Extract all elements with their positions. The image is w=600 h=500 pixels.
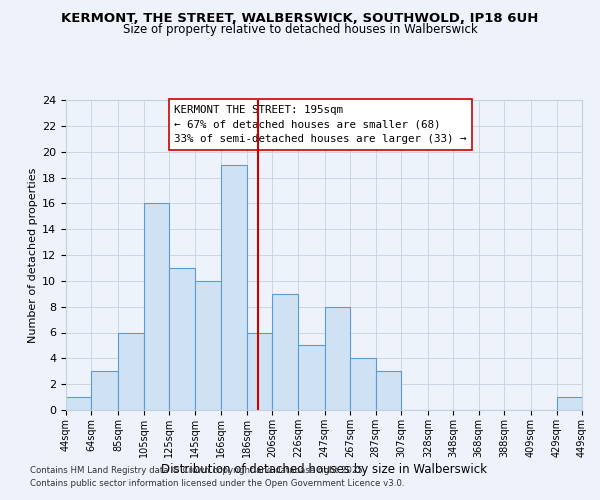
Text: Contains HM Land Registry data © Crown copyright and database right 2025.
Contai: Contains HM Land Registry data © Crown c…	[30, 466, 404, 487]
Bar	[350, 358, 376, 410]
Bar	[325, 306, 350, 410]
Bar	[376, 371, 401, 410]
Bar	[221, 164, 247, 410]
Y-axis label: Number of detached properties: Number of detached properties	[28, 168, 38, 342]
Bar	[298, 346, 325, 410]
Bar	[91, 371, 118, 410]
Bar	[144, 204, 169, 410]
Text: KERMONT THE STREET: 195sqm
← 67% of detached houses are smaller (68)
33% of semi: KERMONT THE STREET: 195sqm ← 67% of deta…	[175, 104, 467, 144]
Bar	[272, 294, 298, 410]
Text: KERMONT, THE STREET, WALBERSWICK, SOUTHWOLD, IP18 6UH: KERMONT, THE STREET, WALBERSWICK, SOUTHW…	[61, 12, 539, 26]
Text: Size of property relative to detached houses in Walberswick: Size of property relative to detached ho…	[122, 22, 478, 36]
Bar	[118, 332, 144, 410]
Bar	[194, 281, 221, 410]
Bar	[169, 268, 194, 410]
X-axis label: Distribution of detached houses by size in Walberswick: Distribution of detached houses by size …	[161, 462, 487, 475]
Bar	[557, 397, 582, 410]
Bar	[247, 332, 272, 410]
Bar	[66, 397, 91, 410]
